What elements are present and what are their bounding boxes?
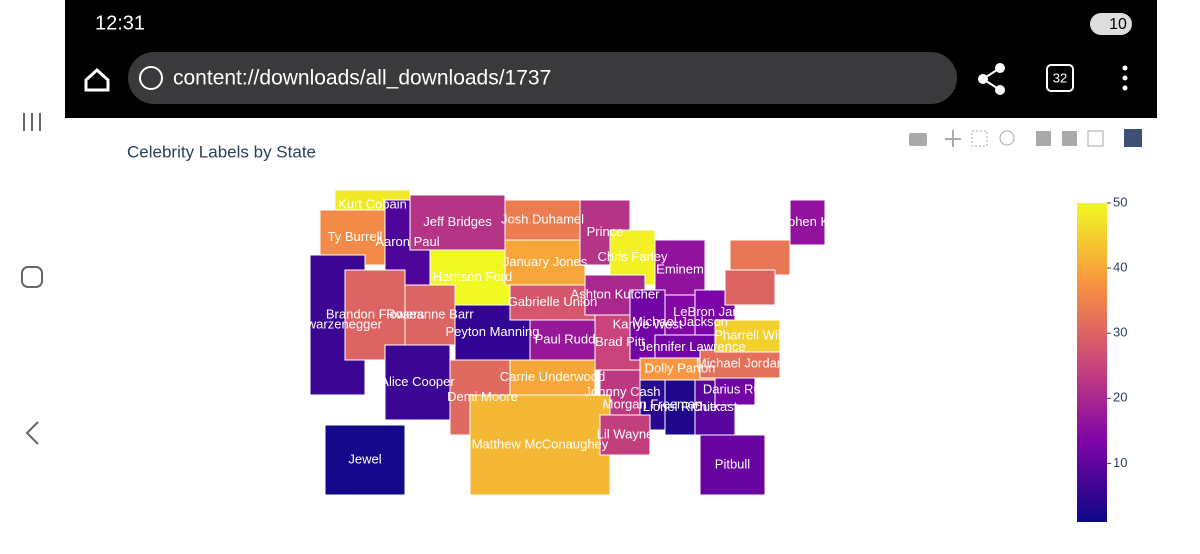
state-label: Morgan Freeman (603, 396, 703, 411)
clock: 12:31 (95, 12, 145, 34)
back-button[interactable] (25, 421, 39, 445)
state-label: Jewel (348, 451, 381, 466)
state (324, 424, 406, 496)
state-label: Paul Rudd (535, 331, 596, 346)
state-label: Kanye West (613, 316, 683, 331)
zoom-out-button[interactable] (1062, 131, 1077, 146)
info-icon[interactable] (139, 66, 163, 90)
select-button[interactable] (971, 130, 988, 147)
state-label: Brandon Flowers (326, 306, 425, 321)
state-label: Pharrell Wil (714, 327, 781, 342)
state-label: Outkast (693, 399, 738, 414)
camera-button[interactable] (909, 133, 927, 146)
home-button[interactable] (84, 67, 110, 92)
menu-button[interactable] (1122, 65, 1128, 91)
state-label: Gabrielle Union (508, 294, 598, 309)
state-label: Harrison Ford (433, 269, 512, 284)
colorbar-tick-label: 30 (1113, 325, 1127, 340)
tab-count: 32 (1053, 70, 1067, 85)
state (504, 199, 581, 241)
state (599, 369, 646, 416)
state-label: Dolly Parton (645, 360, 716, 375)
url-bar[interactable] (128, 52, 957, 104)
state-label: Brad Pitt (595, 334, 645, 349)
url: content://downloads/all_downloads/1737 (173, 67, 551, 90)
state (504, 239, 586, 286)
state-label: Peyton Manning (446, 324, 540, 339)
zoom-in-button[interactable] (1036, 131, 1051, 146)
state-label: Stephen King (768, 214, 846, 229)
state (699, 434, 766, 496)
state (384, 344, 451, 421)
state-label: Carrie Underwood (500, 369, 606, 384)
plotly-logo[interactable] (1124, 129, 1142, 147)
state-label: Michael Jackson (632, 314, 728, 329)
reset-button[interactable] (1087, 130, 1104, 147)
state-label: Lil Wayne (597, 426, 654, 441)
colorbar-tick-label: 50 (1113, 194, 1127, 209)
state (509, 284, 596, 321)
state-label: Darius Ruc (703, 381, 768, 396)
state-label: January Jones (503, 254, 588, 269)
state-label: Kurt Cobain (338, 196, 407, 211)
state-label: Aaron Paul (375, 234, 439, 249)
state-label: Lionel Richie (643, 399, 717, 414)
state (714, 319, 781, 353)
state (699, 349, 781, 379)
state (729, 239, 791, 276)
colorbar-tick-label: 40 (1113, 260, 1127, 275)
state-label: Matthew McConaughey (472, 436, 609, 451)
state-label: Chris Farley (597, 249, 668, 264)
state-label: Josh Duhamel (501, 211, 584, 226)
lasso-button[interactable] (999, 130, 1015, 146)
state-label: Demi Moore (447, 389, 518, 404)
state (724, 269, 776, 306)
state-label: Roseanne Barr (386, 306, 474, 321)
colorbar-tick-label: 20 (1113, 390, 1127, 405)
chart-title: Celebrity Labels by State (127, 142, 316, 161)
plot-toolbar (909, 129, 1142, 147)
state-label: Alice Cooper (380, 374, 455, 389)
battery-level: 10 (1109, 16, 1127, 33)
state (529, 319, 601, 361)
state-label: Johnny Cash (585, 384, 661, 399)
home-nav[interactable] (21, 266, 43, 288)
battery (1090, 13, 1132, 35)
state-label: chwarzenegger (293, 316, 383, 331)
state (599, 414, 651, 456)
state-label: LeBron James (673, 304, 757, 319)
state (469, 394, 611, 496)
state-label: Jennifer Lawrence (639, 339, 745, 354)
state (789, 199, 826, 246)
tabs-button[interactable] (1046, 64, 1074, 92)
nav-bar (21, 113, 43, 445)
state-label: Jeff Bridges (423, 214, 492, 229)
pan-button[interactable] (945, 130, 961, 147)
state-label: Prince (587, 224, 624, 239)
state-label: Michael Jordan (696, 355, 784, 370)
recents-button[interactable] (23, 113, 41, 131)
state-label: Pitbull (715, 456, 751, 471)
state (664, 379, 696, 436)
colorbar (1077, 203, 1107, 522)
state-label: Ty Burrell (328, 229, 383, 244)
state-label: Ashton Kutcher (571, 286, 661, 301)
state-label: Eminem (656, 261, 704, 276)
state (509, 359, 596, 396)
share-button[interactable] (978, 63, 1005, 95)
colorbar-tick-label: 10 (1113, 455, 1127, 470)
